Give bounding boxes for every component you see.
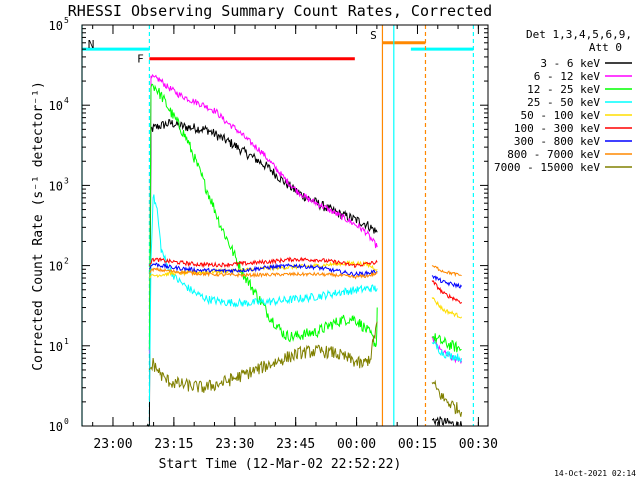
y-tick-exponent: 5 xyxy=(64,16,69,25)
legend-label: 25 - 50 keV xyxy=(527,96,600,109)
mode-label-s: S xyxy=(370,29,377,42)
series-line-3-1 xyxy=(431,340,463,364)
series-line-3-0 xyxy=(148,194,378,402)
x-tick-label: 00:15 xyxy=(398,437,437,452)
x-tick-label: 00:30 xyxy=(459,437,498,452)
legend-label: 50 - 100 keV xyxy=(521,109,601,122)
y-tick-exponent: 2 xyxy=(64,257,69,266)
series-line-0-1 xyxy=(431,416,463,427)
y-tick-label: 10 xyxy=(49,340,63,354)
y-tick-exponent: 3 xyxy=(64,176,69,185)
series-line-1-0 xyxy=(148,73,378,354)
series-line-2-1 xyxy=(431,333,462,353)
x-tick-label: 23:30 xyxy=(215,437,254,452)
series-line-6-0 xyxy=(148,262,378,277)
y-tick-label: 10 xyxy=(49,420,63,434)
series-line-4-1 xyxy=(431,297,463,319)
x-tick-label: 23:45 xyxy=(276,437,315,452)
series-line-2-0 xyxy=(148,83,378,350)
series-line-5-0 xyxy=(148,256,378,269)
chart-title: RHESSI Observing Summary Count Rates, Co… xyxy=(68,2,492,20)
y-tick-exponent: 0 xyxy=(64,417,69,426)
legend-header-line2: Att 0 xyxy=(589,41,622,54)
y-tick-label: 10 xyxy=(49,179,63,193)
y-axis-label: Corrected Count Rate (s⁻¹ detector⁻¹) xyxy=(31,81,46,371)
series-line-5-1 xyxy=(431,280,463,304)
series-line-7-0 xyxy=(149,266,378,280)
footer-timestamp: 14-Oct-2021 02:14 xyxy=(554,469,636,478)
y-tick-exponent: 1 xyxy=(64,337,69,346)
mode-label-f: F xyxy=(137,53,144,66)
legend-header-line1: Det 1,3,4,5,6,9, xyxy=(526,28,632,41)
mode-label-n: N xyxy=(88,38,95,51)
legend-label: 3 - 6 keV xyxy=(540,57,600,70)
legend-label: 7000 - 15000 keV xyxy=(494,161,600,174)
x-tick-label: 23:15 xyxy=(154,437,193,452)
x-tick-label: 23:00 xyxy=(93,437,132,452)
series-line-8-1 xyxy=(431,379,463,417)
legend-label: 800 - 7000 keV xyxy=(507,148,600,161)
plot-area: N F S xyxy=(81,25,474,428)
y-tick-label: 10 xyxy=(49,260,63,274)
plot-frame xyxy=(81,24,489,427)
y-tick-label: 10 xyxy=(49,19,63,33)
x-axis-label: Start Time (12-Mar-02 22:52:22) xyxy=(159,457,402,472)
y-tick-label: 10 xyxy=(49,99,63,113)
legend-label: 6 - 12 keV xyxy=(534,70,601,83)
legend-label: 100 - 300 keV xyxy=(514,122,600,135)
y-tick-exponent: 4 xyxy=(64,96,69,105)
legend-label: 300 - 800 keV xyxy=(514,135,600,148)
series-line-8-0 xyxy=(148,321,378,393)
series-line-7-1 xyxy=(431,265,462,278)
x-tick-label: 00:00 xyxy=(337,437,376,452)
series-line-6-1 xyxy=(431,275,463,289)
legend-label: 12 - 25 keV xyxy=(527,83,600,96)
